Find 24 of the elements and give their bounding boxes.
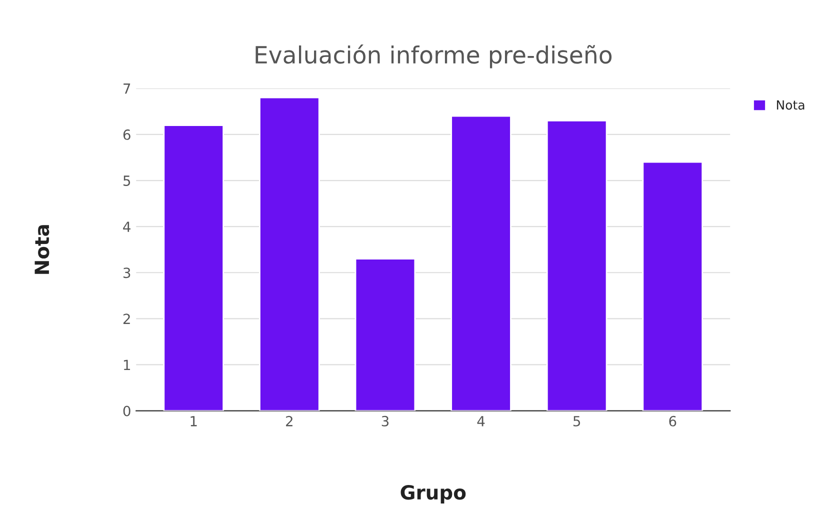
x-tick-label: 4 (477, 416, 485, 426)
y-tick-label: 4 (123, 222, 130, 232)
bar (642, 161, 704, 411)
x-tick-label: 5 (573, 416, 580, 426)
y-tick-label: 5 (124, 176, 130, 186)
x-tick-label: 1 (190, 416, 197, 426)
legend-label: Nota (776, 100, 804, 110)
y-tick-label: 6 (123, 129, 130, 140)
bar (354, 258, 416, 411)
y-tick-label: 1 (124, 360, 130, 370)
x-tick-label: 6 (669, 416, 676, 426)
y-tick-label: 2 (123, 314, 130, 324)
chart-title: Evaluación informe pre-diseño (256, 44, 612, 68)
bar (163, 124, 224, 411)
bar (546, 120, 608, 411)
bar (450, 115, 512, 411)
y-axis-title: Nota (34, 225, 50, 274)
x-tick-label: 3 (382, 416, 389, 426)
y-tick-label: 0 (123, 406, 130, 416)
y-tick-label: 3 (123, 268, 130, 278)
bar (259, 96, 320, 411)
x-tick-label: 2 (286, 416, 292, 426)
y-tick-label: 7 (124, 84, 130, 94)
x-axis-title: Grupo (400, 485, 466, 504)
